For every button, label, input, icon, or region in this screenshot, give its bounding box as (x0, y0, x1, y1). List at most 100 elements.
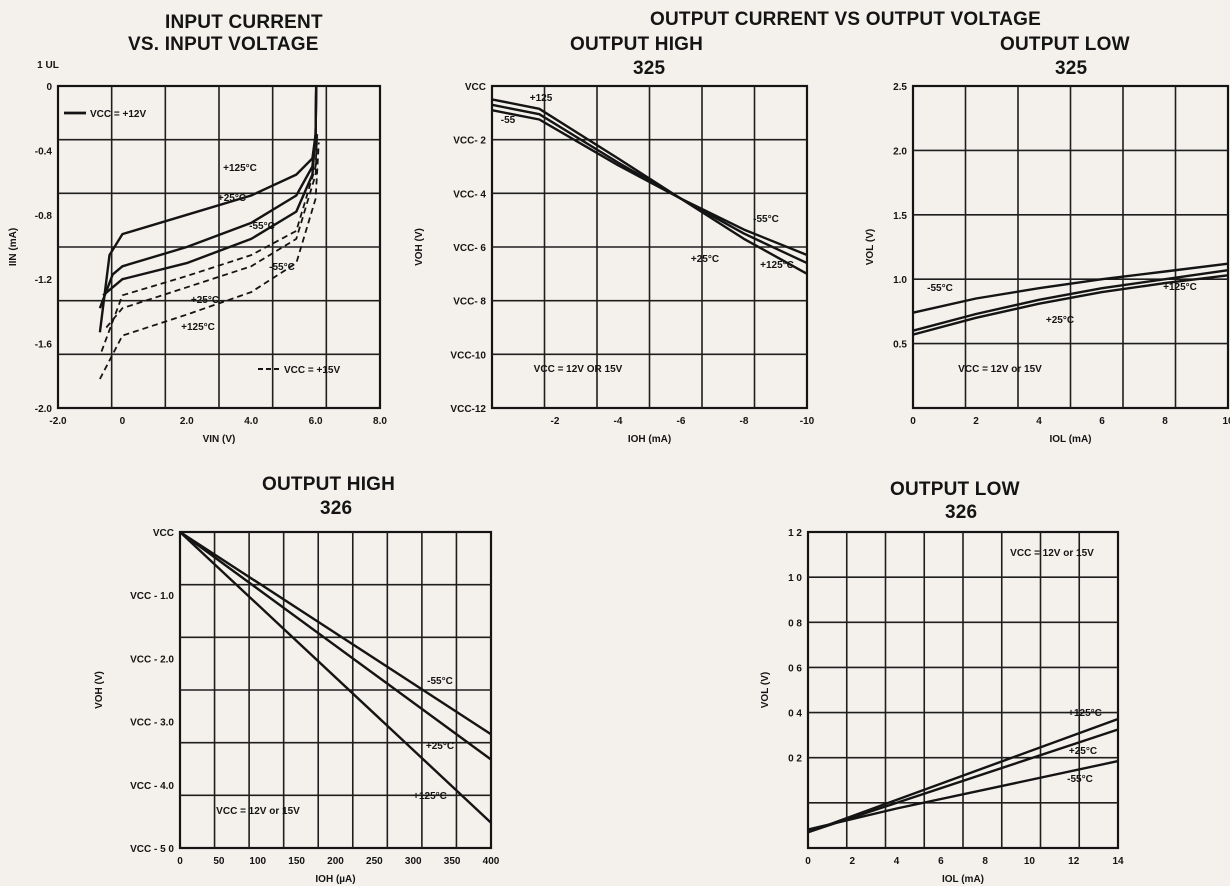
x-tick-label: -10 (800, 416, 815, 427)
x-tick-label: -4 (614, 416, 623, 427)
x-tick-label: 10 (1024, 856, 1036, 867)
y-tick-label: 0.5 (893, 340, 907, 351)
y-tick-label: VCC - 2.0 (130, 654, 174, 665)
x-tick-label: 12 (1068, 856, 1080, 867)
y-tick-label: VCC- 8 (453, 297, 486, 308)
series-annotation: -55°C (427, 676, 453, 687)
x-tick-label: 350 (444, 856, 461, 867)
chart4-title-line2: 326 (320, 498, 353, 519)
chart-output_low_325: 0 2 4 6 8 10 2.5 2.0 1.5 1.0 0.5 IOL (mA) VOL (V) -55… (865, 82, 1230, 445)
x-tick-label: 2 (850, 856, 856, 867)
series-line-1 (179, 530, 492, 736)
x-axis-label: VIN (V) (203, 434, 236, 445)
vcc-note: VCC = 12V or 15V (958, 364, 1042, 375)
vcc-note: VCC = 12V OR 15V (534, 364, 623, 375)
y-axis-label: VOH (V) (94, 671, 105, 709)
legend-label-solid: VCC = +12V (90, 109, 146, 120)
series-annotation: -55°C (249, 221, 275, 232)
x-tick-label: -6 (677, 416, 686, 427)
y-tick-label: 2.5 (893, 82, 907, 93)
series-line-3 (491, 109, 808, 257)
y-tick-label: 0 6 (788, 663, 802, 674)
series-annotation: +125°C (760, 260, 794, 271)
x-axis-label: IOH (mA) (628, 434, 671, 445)
y-tick-label: -0.8 (35, 211, 53, 222)
series-annotation: +25°C (426, 741, 454, 752)
legend-label-dashed: VCC = +15V (284, 365, 340, 376)
y-tick-label: -1.2 (35, 275, 53, 286)
chart2-title-line2: 325 (633, 58, 666, 79)
x-tick-label: 0 (805, 856, 811, 867)
series-annotation: +25°C (218, 193, 246, 204)
vcc-note: VCC = 12V or 15V (216, 806, 300, 817)
x-tick-label: 0 (910, 416, 916, 427)
x-tick-label: 0 (177, 856, 183, 867)
x-tick-label: 8 (1162, 416, 1168, 427)
y-tick-label: -0.4 (35, 146, 53, 157)
series-annotation: -55°C (927, 283, 953, 294)
series-line-1 (912, 262, 1229, 314)
x-tick-label: 6 (938, 856, 944, 867)
series-annotation: +125°C (223, 163, 257, 174)
x-tick-label: 300 (405, 856, 422, 867)
unit-label: 1 UL (37, 60, 59, 71)
y-tick-label: 2.0 (893, 146, 907, 157)
x-tick-label: 4 (894, 856, 900, 867)
y-tick-label: VCC-12 (450, 404, 486, 415)
x-tick-label: 14 (1112, 856, 1124, 867)
y-axis-label: VOL (V) (760, 672, 771, 708)
chart1-title-line2: VS. INPUT VOLTAGE (128, 34, 319, 55)
series-line-3 (102, 85, 318, 297)
chart-output_high_325: -2 -4 -6 -8 -10 VCC VCC- 2 VCC- 4 VCC- 6 VCC- 8 VC… (414, 82, 815, 445)
y-tick-label: VCC - 4.0 (130, 781, 174, 792)
y-tick-label: VCC- 2 (453, 136, 486, 147)
y-tick-label: -2.0 (35, 404, 53, 415)
y-tick-label: 0 4 (788, 709, 802, 720)
series-annotation: -55°C (269, 262, 295, 273)
x-tick-label: 250 (366, 856, 383, 867)
x-tick-label: 2 (973, 416, 979, 427)
y-tick-label: VCC-10 (450, 350, 486, 361)
chart4-title-line1: OUTPUT HIGH (262, 474, 396, 495)
series-line-1 (491, 98, 808, 275)
chart5-title-line2: 326 (945, 502, 978, 523)
y-tick-label: 1 2 (788, 528, 802, 539)
y-tick-label: 0 (46, 82, 52, 93)
y-axis-label: VOL (V) (865, 229, 876, 265)
series-annotation: +25°C (691, 254, 719, 265)
y-axis-label: IIN (mA) (8, 228, 19, 266)
x-tick-label: 6.0 (309, 416, 323, 427)
y-tick-label: 0 2 (788, 754, 802, 765)
series-line-3 (912, 274, 1229, 336)
chart5-title-line1: OUTPUT LOW (890, 479, 1020, 500)
y-tick-label: 0 8 (788, 618, 802, 629)
series-line-3 (179, 531, 492, 824)
x-tick-label: 10 (1222, 416, 1230, 427)
legend: VCC = +12V VCC = +15V (64, 109, 340, 376)
y-axis-label: VOH (V) (414, 228, 425, 266)
series-line-3 (807, 759, 1119, 831)
y-tick-label: VCC (465, 82, 486, 93)
y-tick-label: VCC (153, 528, 174, 539)
x-tick-label: 200 (327, 856, 344, 867)
x-tick-label: 2.0 (180, 416, 194, 427)
series-line-6 (99, 142, 320, 380)
x-tick-label: -2.0 (49, 416, 67, 427)
x-tick-label: 4 (1036, 416, 1042, 427)
series-annotation: +125°C (181, 322, 215, 333)
y-tick-label: VCC - 3.0 (130, 718, 174, 729)
series-line-4 (100, 134, 319, 352)
series-line-2 (912, 269, 1229, 332)
x-tick-label: 4.0 (244, 416, 258, 427)
chart-output_high_326: 0 50 100 150 200 250 300 350 400 VCC VCC - 1.0 VCC … (94, 528, 500, 885)
series-line-5 (105, 134, 319, 329)
y-tick-label: 1 0 (788, 573, 802, 584)
y-tick-label: VCC - 1.0 (130, 591, 174, 602)
chart1-title-line1: INPUT CURRENT (165, 12, 323, 33)
y-tick-label: VCC- 6 (453, 243, 486, 254)
series-line-2 (807, 728, 1119, 834)
series-annotation: +125°C (413, 791, 447, 802)
series-annotation: +25°C (1069, 746, 1097, 757)
y-tick-label: 1.0 (893, 275, 907, 286)
